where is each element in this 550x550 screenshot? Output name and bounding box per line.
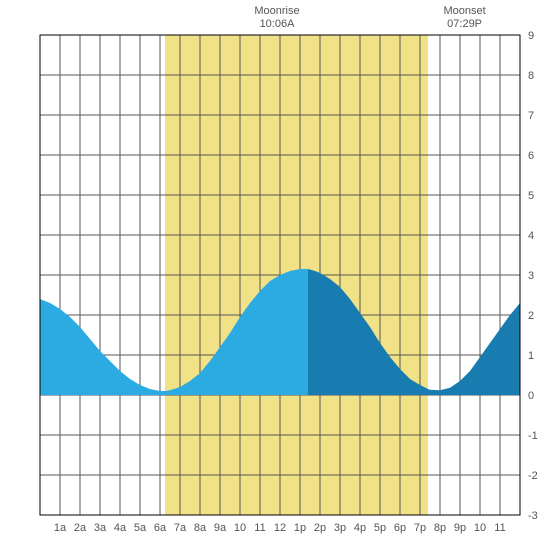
x-axis-label: 1p <box>294 522 306 534</box>
moonset-label: Moonset <box>443 5 485 17</box>
y-axis-label: 6 <box>528 150 534 162</box>
moonrise-label: Moonrise <box>254 5 299 17</box>
x-axis-label: 3a <box>94 522 107 534</box>
y-axis-label: -3 <box>528 510 538 522</box>
x-axis-label: 8p <box>434 522 446 534</box>
x-axis-label: 5p <box>374 522 386 534</box>
x-axis-label: 12 <box>274 522 286 534</box>
x-axis-label: 2a <box>74 522 87 534</box>
y-axis-label: 8 <box>528 70 534 82</box>
x-axis-label: 9p <box>454 522 466 534</box>
x-axis-label: 4p <box>354 522 366 534</box>
y-axis-label: 2 <box>528 310 534 322</box>
y-axis-label: -2 <box>528 470 538 482</box>
x-axis-label: 5a <box>134 522 147 534</box>
x-axis-label: 7p <box>414 522 426 534</box>
x-axis-label: 9a <box>214 522 227 534</box>
y-axis-label: 1 <box>528 350 534 362</box>
x-axis-label: 4a <box>114 522 127 534</box>
y-axis-label: 7 <box>528 110 534 122</box>
x-axis-label: 7a <box>174 522 187 534</box>
chart-svg: 1a2a3a4a5a6a7a8a9a1011121p2p3p4p5p6p7p8p… <box>0 0 550 550</box>
x-axis-label: 6p <box>394 522 406 534</box>
x-axis-label: 8a <box>194 522 207 534</box>
moonset-time: 07:29P <box>447 18 482 30</box>
moonrise-time: 10:06A <box>260 18 296 30</box>
x-axis-label: 3p <box>334 522 346 534</box>
y-axis-label: 0 <box>528 390 534 402</box>
y-axis-label: 3 <box>528 270 534 282</box>
x-axis-label: 11 <box>494 522 505 534</box>
x-axis-label: 11 <box>254 522 265 534</box>
y-axis-label: 5 <box>528 190 534 202</box>
tide-chart: 1a2a3a4a5a6a7a8a9a1011121p2p3p4p5p6p7p8p… <box>0 0 550 550</box>
x-axis-label: 10 <box>234 522 246 534</box>
y-axis-label: 9 <box>528 30 534 42</box>
x-axis-label: 1a <box>54 522 67 534</box>
x-axis-label: 10 <box>474 522 486 534</box>
y-axis-label: -1 <box>528 430 538 442</box>
y-axis-label: 4 <box>528 230 534 242</box>
x-axis-label: 6a <box>154 522 167 534</box>
x-axis-label: 2p <box>314 522 326 534</box>
